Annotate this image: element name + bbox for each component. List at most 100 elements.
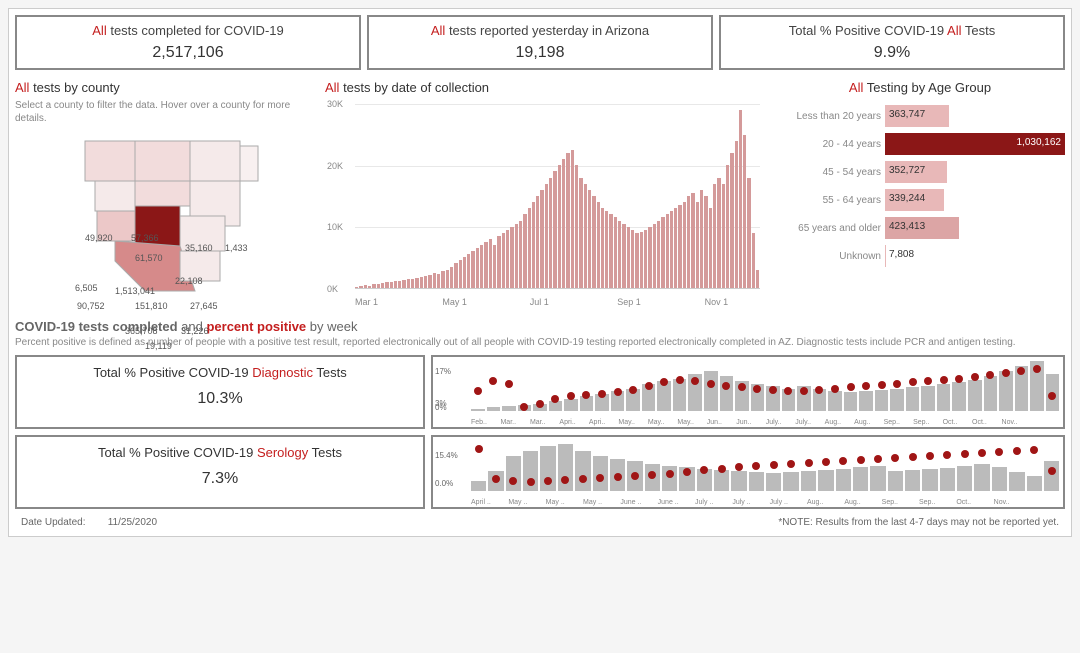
mini-bar[interactable] xyxy=(813,389,827,412)
date-bar[interactable] xyxy=(424,276,427,288)
date-bar[interactable] xyxy=(364,285,367,288)
date-bar[interactable] xyxy=(722,184,725,288)
date-bar[interactable] xyxy=(476,248,479,288)
date-bar[interactable] xyxy=(368,286,371,288)
date-bar[interactable] xyxy=(390,282,393,288)
date-bar[interactable] xyxy=(540,190,543,288)
date-bar[interactable] xyxy=(687,196,690,288)
mini-bar[interactable] xyxy=(533,404,547,412)
date-bar[interactable] xyxy=(446,270,449,288)
date-bar[interactable] xyxy=(463,257,466,288)
date-bar[interactable] xyxy=(700,190,703,288)
mini-bar[interactable] xyxy=(751,384,765,412)
date-collection-chart[interactable]: 30K20K10K0K Mar 1May 1Jul 1Sep 1Nov 1 xyxy=(325,99,765,309)
mini-bar[interactable] xyxy=(906,387,920,411)
mini-bar[interactable] xyxy=(999,371,1013,411)
mini-bar[interactable] xyxy=(731,471,746,491)
date-bar[interactable] xyxy=(545,184,548,288)
date-bar[interactable] xyxy=(726,165,729,288)
date-bar[interactable] xyxy=(467,254,470,288)
diagnostic-chart[interactable]: 17%3%0% Feb..Mar..Mar..Apri..Apri..May..… xyxy=(431,355,1065,429)
date-bar[interactable] xyxy=(584,184,587,288)
mini-bar[interactable] xyxy=(875,390,889,411)
date-bar[interactable] xyxy=(359,286,362,288)
date-bar[interactable] xyxy=(549,178,552,288)
date-bar[interactable] xyxy=(480,245,483,288)
age-bars[interactable]: Less than 20 years363,74720 - 44 years1,… xyxy=(775,105,1065,267)
serology-chart[interactable]: 15.4%0.0% April ..May ..May ..May ..June… xyxy=(431,435,1065,509)
mini-bar[interactable] xyxy=(688,374,702,412)
mini-bar[interactable] xyxy=(836,469,851,492)
mini-bar[interactable] xyxy=(662,466,677,491)
mini-bar[interactable] xyxy=(523,451,538,491)
mini-bar[interactable] xyxy=(488,471,503,491)
mini-bar[interactable] xyxy=(870,466,885,491)
mini-bar[interactable] xyxy=(888,471,903,491)
mini-bar[interactable] xyxy=(766,473,781,491)
date-bar[interactable] xyxy=(674,208,677,288)
date-bar[interactable] xyxy=(644,230,647,288)
date-bar[interactable] xyxy=(709,208,712,288)
mini-bar[interactable] xyxy=(645,464,660,492)
date-bar[interactable] xyxy=(381,283,384,288)
mini-bar[interactable] xyxy=(940,468,955,491)
mini-bar[interactable] xyxy=(957,466,972,491)
mini-bar[interactable] xyxy=(697,469,712,492)
date-bar[interactable] xyxy=(420,277,423,288)
date-bar[interactable] xyxy=(558,165,561,288)
date-bar[interactable] xyxy=(743,135,746,288)
date-bar[interactable] xyxy=(497,236,500,288)
mini-bar[interactable] xyxy=(642,384,656,412)
date-bar[interactable] xyxy=(523,214,526,288)
mini-bar[interactable] xyxy=(984,376,998,411)
mini-bar[interactable] xyxy=(905,470,920,491)
mini-bar[interactable] xyxy=(549,401,563,411)
mini-bar[interactable] xyxy=(720,376,734,411)
date-bar[interactable] xyxy=(519,221,522,288)
date-bar[interactable] xyxy=(730,153,733,288)
mini-bar[interactable] xyxy=(844,392,858,411)
mini-bar[interactable] xyxy=(714,470,729,491)
mini-bar[interactable] xyxy=(471,409,485,412)
mini-bar[interactable] xyxy=(974,464,989,492)
arizona-map[interactable]: 49,92057,36635,1601,43361,5706,5051,513,… xyxy=(15,131,315,311)
mini-bar[interactable] xyxy=(937,384,951,412)
mini-bar[interactable] xyxy=(506,456,521,491)
date-bar[interactable] xyxy=(683,202,686,288)
age-row[interactable]: 55 - 64 years339,244 xyxy=(775,189,1065,211)
date-bar[interactable] xyxy=(635,233,638,288)
date-bar[interactable] xyxy=(377,284,380,288)
date-bar[interactable] xyxy=(592,196,595,288)
mini-bar[interactable] xyxy=(853,467,868,491)
date-bar[interactable] xyxy=(631,230,634,288)
date-bar[interactable] xyxy=(601,208,604,288)
date-bar[interactable] xyxy=(553,171,556,288)
mini-bar[interactable] xyxy=(540,446,555,491)
mini-bar[interactable] xyxy=(968,380,982,411)
date-bar[interactable] xyxy=(506,230,509,288)
mini-bar[interactable] xyxy=(890,389,904,412)
mini-bar[interactable] xyxy=(487,407,501,411)
date-bar[interactable] xyxy=(489,239,492,288)
date-bar[interactable] xyxy=(756,270,759,288)
date-bar[interactable] xyxy=(571,150,574,288)
mini-bar[interactable] xyxy=(782,389,796,412)
date-bar[interactable] xyxy=(609,214,612,288)
age-row[interactable]: 20 - 44 years1,030,162 xyxy=(775,133,1065,155)
date-bar[interactable] xyxy=(717,178,720,288)
date-bar[interactable] xyxy=(640,232,643,288)
date-bar[interactable] xyxy=(657,221,660,288)
mini-bar[interactable] xyxy=(580,396,594,411)
mini-bar[interactable] xyxy=(558,444,573,492)
date-bar[interactable] xyxy=(450,267,453,288)
date-bar[interactable] xyxy=(735,141,738,288)
date-bar[interactable] xyxy=(622,224,625,288)
date-bar[interactable] xyxy=(437,274,440,288)
date-bar[interactable] xyxy=(471,251,474,288)
mini-bar[interactable] xyxy=(657,381,671,411)
date-bar[interactable] xyxy=(653,224,656,288)
mini-bar[interactable] xyxy=(1044,461,1059,491)
date-bar[interactable] xyxy=(747,178,750,288)
date-bar[interactable] xyxy=(502,233,505,288)
date-bar[interactable] xyxy=(536,196,539,288)
